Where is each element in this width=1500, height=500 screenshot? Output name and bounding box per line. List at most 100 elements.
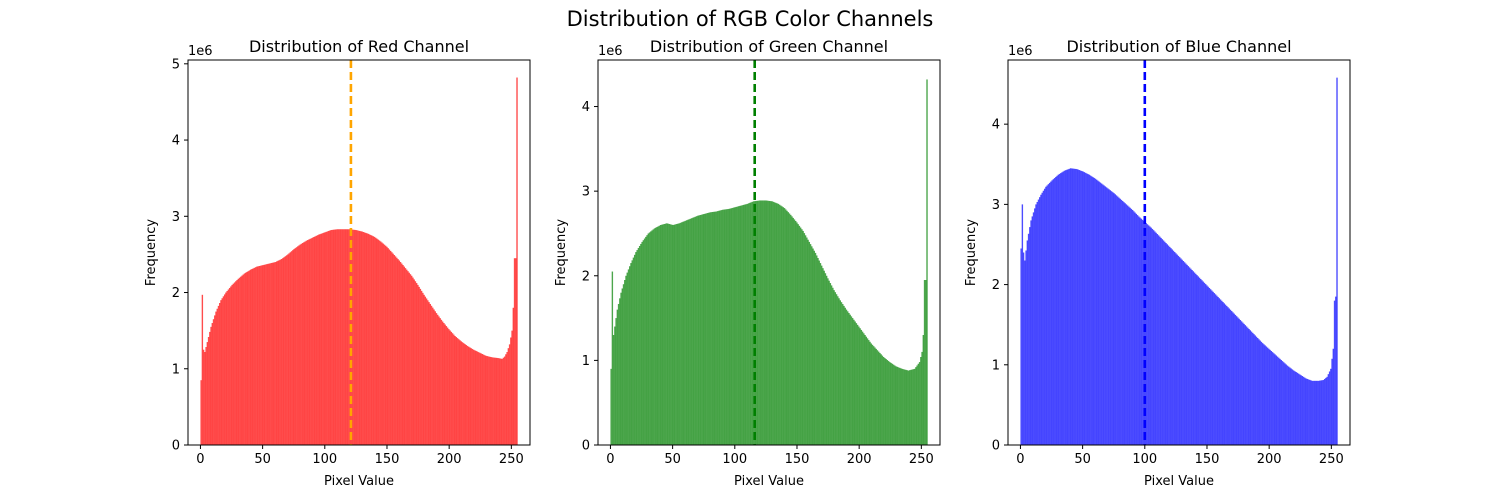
histogram-bar	[850, 316, 853, 445]
histogram-bar	[469, 347, 471, 445]
histogram-bar	[1281, 361, 1284, 445]
histogram-bar	[1274, 354, 1276, 445]
histogram-bar	[627, 269, 630, 445]
histogram-bar	[290, 251, 293, 445]
histogram-bar	[707, 212, 709, 445]
histogram-bar	[476, 351, 479, 445]
y-tick-label: 5	[172, 57, 180, 72]
histogram-bar	[1309, 379, 1311, 445]
histogram-bar	[821, 265, 823, 445]
histogram-bar	[904, 369, 906, 445]
histogram-bar	[1302, 376, 1305, 445]
histogram-bar	[679, 222, 682, 445]
histogram-bar	[1314, 380, 1316, 445]
histogram-bar	[645, 236, 647, 445]
histogram-bar	[773, 202, 776, 445]
x-tick-label: 50	[664, 452, 681, 467]
histogram-bar	[429, 303, 431, 445]
histogram-bar	[812, 248, 814, 445]
histogram-bar	[1029, 227, 1031, 445]
x-tick-label: 150	[1195, 452, 1220, 467]
histogram-bar	[1062, 171, 1064, 446]
y-tick-label: 0	[582, 439, 590, 454]
histogram-bar	[424, 296, 427, 445]
histogram-bar	[243, 273, 246, 445]
histogram-bar	[750, 202, 752, 445]
histogram-bar	[313, 237, 315, 445]
histogram-bar	[1190, 268, 1192, 445]
histogram-bar	[926, 79, 928, 446]
histogram-bar	[1234, 314, 1237, 445]
histogram-bar	[847, 311, 849, 445]
histogram-bar	[1084, 172, 1087, 445]
histogram-bar	[257, 266, 259, 445]
histogram-bar	[783, 208, 786, 445]
histogram-bar	[304, 241, 306, 445]
histogram-bar	[899, 367, 901, 445]
histogram-bar	[1232, 312, 1234, 445]
histogram-bar	[316, 235, 319, 445]
x-axis-label: Pixel Value	[324, 474, 394, 489]
histogram-bar	[1196, 275, 1198, 445]
histogram-bar	[770, 201, 772, 445]
histogram-bar	[664, 223, 667, 445]
histogram-bar	[485, 355, 487, 445]
histogram-bar	[468, 346, 470, 445]
histogram-bar	[251, 269, 253, 445]
histogram-bar	[913, 368, 916, 445]
histogram-bar	[629, 266, 631, 445]
histogram-bar	[923, 280, 926, 445]
histogram-bar	[341, 229, 344, 445]
histogram-bar	[760, 200, 762, 445]
histogram-bar	[209, 331, 211, 445]
histogram-bar	[833, 290, 835, 445]
y-tick-label: 2	[582, 269, 590, 284]
histogram-bar	[1191, 269, 1193, 445]
histogram-bar	[516, 77, 518, 445]
histogram-bar	[861, 331, 864, 445]
histogram-bar	[749, 202, 751, 445]
histogram-bar	[1171, 249, 1173, 445]
histogram-bar	[852, 318, 854, 445]
histogram-bar	[1155, 232, 1157, 445]
histogram-bar	[776, 203, 778, 445]
histogram-bar	[667, 223, 669, 445]
histogram-bar	[738, 206, 740, 445]
histogram-bar	[1081, 171, 1083, 445]
histogram-bar	[215, 311, 217, 445]
histogram-bar	[383, 244, 386, 445]
histogram-bar	[490, 357, 492, 445]
y-tick-label: 0	[172, 439, 180, 454]
histogram-bar	[1330, 368, 1332, 445]
histogram-bar	[1128, 206, 1130, 445]
histogram-bar	[362, 231, 365, 445]
histogram-bar	[726, 209, 729, 445]
histogram-bar	[1263, 344, 1265, 445]
histogram-bar	[739, 205, 741, 445]
histogram-bar	[889, 362, 891, 445]
histogram-bar	[314, 236, 316, 445]
histogram-bar	[695, 216, 698, 445]
histogram-bar	[746, 203, 749, 445]
histogram-bar	[1165, 243, 1167, 445]
histogram-bar	[803, 233, 806, 445]
histogram-bar	[619, 298, 621, 445]
histogram-bar	[786, 210, 788, 445]
histogram-bar	[1284, 363, 1286, 445]
histogram-bar	[892, 364, 895, 445]
histogram-bar	[279, 259, 282, 445]
histogram-bar	[612, 335, 615, 445]
histogram-bar	[764, 200, 766, 445]
histogram-bar	[1122, 201, 1124, 445]
histogram-bar	[719, 210, 721, 445]
histogram-bar	[652, 229, 654, 445]
histogram-bar	[1192, 271, 1195, 445]
histogram-bar	[409, 274, 412, 445]
histogram-bar	[387, 248, 389, 445]
histogram-bar	[1238, 318, 1240, 445]
histogram-bar	[1072, 168, 1074, 445]
chart-panel-3: 0 50 100 150 200 250 0 1 2 3 4 1e6 Distribution of B…	[964, 37, 1351, 489]
histogram-bar	[330, 230, 332, 445]
histogram-bar	[1145, 223, 1147, 445]
histogram-bar	[710, 212, 713, 445]
